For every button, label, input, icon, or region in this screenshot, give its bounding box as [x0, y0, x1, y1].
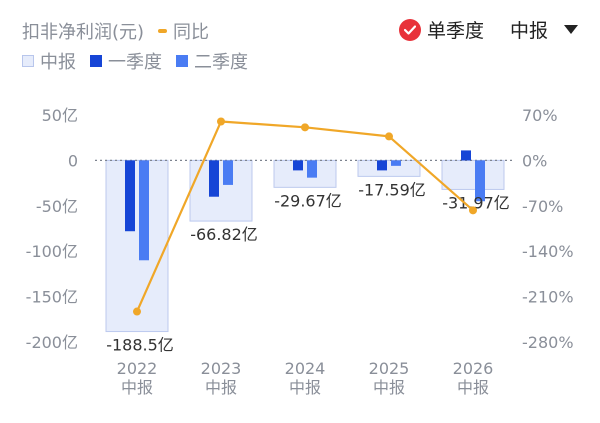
y2-axis-tick-label: 0% [522, 151, 547, 170]
legend-label-profit: 扣非净利润(元) [22, 22, 145, 43]
bar-q2 [307, 160, 317, 178]
yoy-point [385, 132, 393, 141]
bar-value-label: -29.67亿 [274, 191, 342, 210]
bar-midyear [357, 159, 421, 177]
bar-q1 [209, 160, 219, 197]
bar-q2 [475, 160, 485, 202]
yoy-line [135, 120, 474, 312]
bar-q1 [293, 160, 303, 171]
legend-row-series: 中报 一季度 二季度 [22, 48, 262, 74]
bar-q2 [139, 160, 149, 261]
x-axis-tick-label: 中报 [289, 378, 321, 397]
y2-axis-tick-label: -70% [522, 197, 563, 216]
x-axis-tick-label: 2024 [285, 359, 326, 378]
y-axis-tick-label: 0 [68, 151, 78, 170]
legend-label-q1: 一季度 [108, 52, 162, 73]
y-axis-tick-label: -200亿 [26, 333, 78, 352]
legend-swatch-yoy [158, 29, 168, 33]
check-circle-icon[interactable] [398, 18, 421, 41]
y2-axis-tick-label: -210% [522, 288, 574, 307]
bar-value-label: -66.82亿 [190, 225, 258, 244]
bar-value-label: -188.5亿 [106, 336, 174, 355]
y-axis-tick-label: -100亿 [26, 242, 78, 261]
legend-swatch-q1 [90, 55, 102, 67]
chart-controls: 单季度 中报 [398, 16, 578, 43]
check-mark-icon [403, 24, 416, 35]
y2-axis-tick-label: -280% [522, 333, 574, 352]
chevron-down-icon [564, 25, 578, 34]
bar-q2 [391, 160, 401, 166]
y2-axis-tick-label: -140% [522, 242, 574, 261]
bar-midyear [441, 159, 505, 190]
legend-item-yoy[interactable]: 同比 [158, 18, 209, 44]
bar-midyear [273, 159, 337, 188]
y-axis-tick-label: -50亿 [36, 197, 78, 216]
legend-row-primary: 扣非净利润(元) 同比 [22, 18, 223, 44]
legend-label-yoy: 同比 [173, 22, 210, 43]
x-axis-tick-label: 中报 [205, 378, 237, 397]
bar-q1 [461, 150, 471, 161]
yoy-point [469, 206, 477, 215]
legend-item-q1[interactable]: 一季度 [90, 48, 162, 74]
bar-midyear [105, 159, 169, 333]
bar-q1 [377, 160, 387, 171]
legend-item-profit: 扣非净利润(元) [22, 18, 144, 44]
yoy-point [133, 307, 141, 316]
y2-axis-tick-label: 70% [522, 106, 558, 125]
bar-q2 [223, 160, 233, 185]
bar-value-label: -17.59亿 [358, 180, 426, 199]
x-axis-tick-label: 2023 [201, 359, 242, 378]
legend-swatch-q2 [176, 55, 188, 67]
bar-q1 [125, 160, 135, 232]
x-axis-tick-label: 中报 [121, 378, 153, 397]
x-axis-tick-label: 2026 [453, 359, 494, 378]
legend-label-midyear: 中报 [40, 52, 76, 73]
x-axis-tick-label: 中报 [373, 378, 405, 397]
y-axis-tick-label: -150亿 [26, 288, 78, 307]
yoy-point [301, 123, 309, 132]
x-axis-tick-label: 2025 [369, 359, 410, 378]
legend-item-midyear[interactable]: 中报 [22, 48, 76, 74]
yoy-point [217, 117, 225, 126]
single-quarter-toggle-label[interactable]: 单季度 [426, 20, 484, 42]
period-select-value: 中报 [509, 20, 548, 42]
legend-swatch-midyear [22, 55, 34, 67]
period-select[interactable]: 中报 [510, 16, 578, 43]
x-axis-tick-label: 2022 [117, 359, 158, 378]
legend-item-q2[interactable]: 二季度 [176, 48, 248, 74]
legend-label-q2: 二季度 [194, 52, 248, 73]
y-axis-tick-label: 50亿 [42, 106, 78, 125]
x-axis-tick-label: 中报 [457, 378, 489, 397]
